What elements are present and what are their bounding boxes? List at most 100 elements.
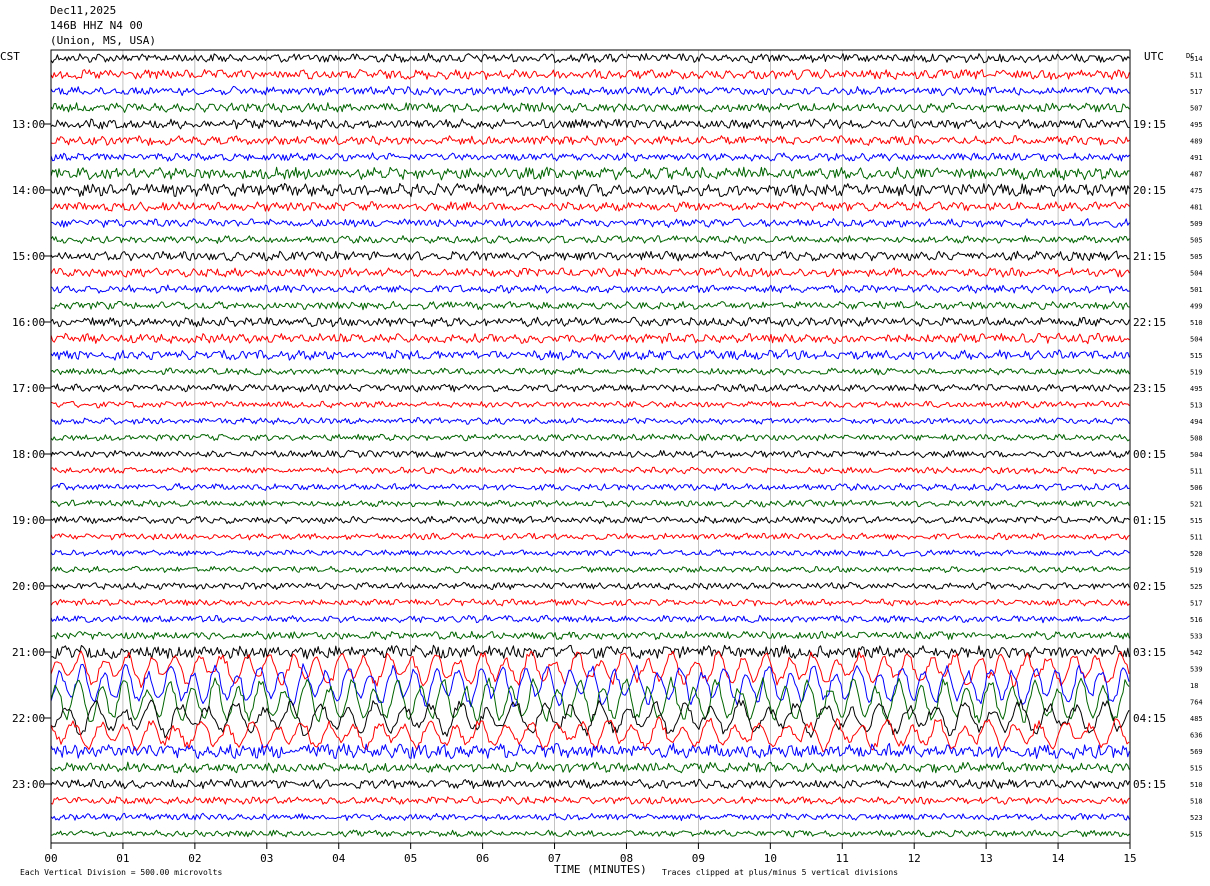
seismic-trace-line [50,676,1130,724]
dc-offset-label: 489 [1190,138,1203,146]
seismic-trace-line [50,218,1130,228]
dc-offset-label: 487 [1190,171,1203,179]
dc-offset-label: 513 [1190,402,1203,410]
dc-offset-label: 533 [1190,633,1203,641]
dc-offset-label: 506 [1190,484,1203,492]
seismic-trace-line [50,614,1130,624]
dc-offset-label: 509 [1190,220,1203,228]
seismic-trace-line [50,812,1130,822]
x-tick-label: 06 [476,852,489,865]
seismic-trace-line [50,565,1130,574]
seismic-trace-line [50,761,1130,774]
seismic-trace-line [50,630,1130,641]
dc-offset-label: 504 [1190,270,1203,278]
x-tick-label: 02 [188,852,201,865]
dc-offset-label: 517 [1190,600,1203,608]
seismic-trace-line [50,367,1130,376]
seismic-trace-line [50,267,1130,278]
seismic-trace-line [50,515,1130,525]
dc-offset-label: 499 [1190,303,1203,311]
utc-hour-label: 00:15 [1133,448,1166,461]
seismic-trace-line [50,829,1130,838]
x-tick-label: 09 [692,852,705,865]
x-tick-label: 03 [260,852,273,865]
dc-offset-label: 569 [1190,748,1203,756]
seismic-trace-line [50,316,1130,328]
cst-hour-label: 18:00 [12,448,45,461]
dc-offset-label: 18 [1190,682,1198,690]
dc-offset-label: 508 [1190,435,1203,443]
x-tick-label: 11 [836,852,849,865]
header-date: Dec11,2025 [50,4,117,17]
dc-offset-label: 481 [1190,204,1203,212]
utc-hour-labels: 19:15 20:15 21:15 22:15 23:15 00:15 01:15 02:15… [1133,118,1166,791]
dc-offset-label: 517 [1190,88,1203,96]
cst-hour-label: 15:00 [12,250,45,263]
dc-offset-label: 511 [1190,534,1203,542]
seismic-trace-line [50,85,1130,97]
utc-label: UTC [1144,50,1164,63]
seismic-trace-line [50,400,1130,409]
dc-offset-label: 515 [1190,765,1203,773]
dc-offset-label: 505 [1190,253,1203,261]
dc-offset-label: 494 [1190,418,1203,426]
seismic-trace-line [50,466,1130,475]
seismic-trace-line [50,598,1130,607]
seismic-trace-line [50,349,1130,361]
seismic-trace-line [50,433,1130,442]
x-axis-ticks: 00 01 02 03 04 05 06 07 08 09 10 11 12 13 14 15 [44,843,1137,865]
x-tick-label: 07 [548,852,561,865]
seismic-trace-line [50,742,1130,760]
seismic-trace-line [50,300,1130,311]
seismic-trace-line [50,118,1130,130]
cst-label: CST [0,50,20,63]
dc-offset-label: 519 [1190,369,1203,377]
dc-offset-label: 491 [1190,154,1203,162]
cst-hour-label: 20:00 [12,580,45,593]
dc-offset-label: 475 [1190,187,1203,195]
seismic-trace-line [50,284,1130,294]
dc-offset-label: 519 [1190,567,1203,575]
utc-hour-label: 01:15 [1133,514,1166,527]
seismic-trace-line [50,699,1130,739]
minute-gridlines [122,50,1059,843]
utc-hour-label: 23:15 [1133,382,1166,395]
utc-hour-label: 22:15 [1133,316,1166,329]
seismic-trace-line [50,449,1130,459]
seismic-trace-line [50,235,1130,244]
seismic-trace-line [50,532,1130,541]
x-tick-label: 14 [1051,852,1065,865]
seismic-trace-line [50,796,1130,805]
dc-offset-label: 504 [1190,336,1203,344]
x-tick-label: 00 [44,852,57,865]
clip-note: Traces clipped at plus/minus 5 vertical … [662,868,898,877]
seismic-trace-line [50,135,1130,146]
cst-hour-label: 17:00 [12,382,45,395]
cst-hour-label: 13:00 [12,118,45,131]
x-tick-label: 13 [980,852,993,865]
dc-offset-label: 507 [1190,105,1203,113]
dc-offset-label: 764 [1190,699,1203,707]
x-tick-label: 10 [764,852,777,865]
dc-offset-label: 636 [1190,732,1203,740]
seismic-trace-line [50,549,1130,557]
dc-label: DC [1186,52,1194,60]
dc-offset-label: 515 [1190,831,1203,839]
x-tick-label: 15 [1123,852,1136,865]
dc-offset-label: 515 [1190,517,1203,525]
utc-hour-label: 21:15 [1133,250,1166,263]
seismic-trace-line [50,383,1130,393]
seismic-trace-line [50,581,1130,591]
seismic-trace-line [50,778,1130,790]
dc-offset-label: 501 [1190,286,1203,294]
utc-hour-label: 04:15 [1133,712,1166,725]
dc-offset-label: 510 [1190,781,1203,789]
dc-offset-label: 515 [1190,352,1203,360]
x-tick-label: 12 [908,852,921,865]
dc-offset-labels: 514 511 517 507 495 489 491 487 475 481 509 505 505 5… [1190,55,1203,839]
header-location: (Union, MS, USA) [50,34,156,47]
seismic-trace-line [50,417,1130,425]
x-tick-label: 05 [404,852,417,865]
seismic-trace-line [50,482,1130,492]
